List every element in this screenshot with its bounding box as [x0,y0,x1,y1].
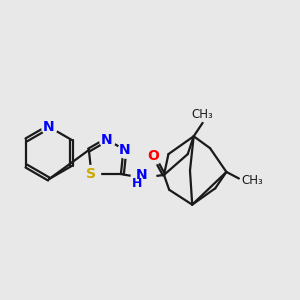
Text: N: N [119,143,131,157]
Text: N: N [43,120,55,134]
Text: H: H [132,177,142,190]
Text: N: N [101,133,113,147]
Text: CH₃: CH₃ [192,107,214,121]
Text: O: O [148,148,160,163]
Text: N: N [136,168,148,182]
Text: S: S [86,167,96,181]
Text: CH₃: CH₃ [241,174,263,188]
